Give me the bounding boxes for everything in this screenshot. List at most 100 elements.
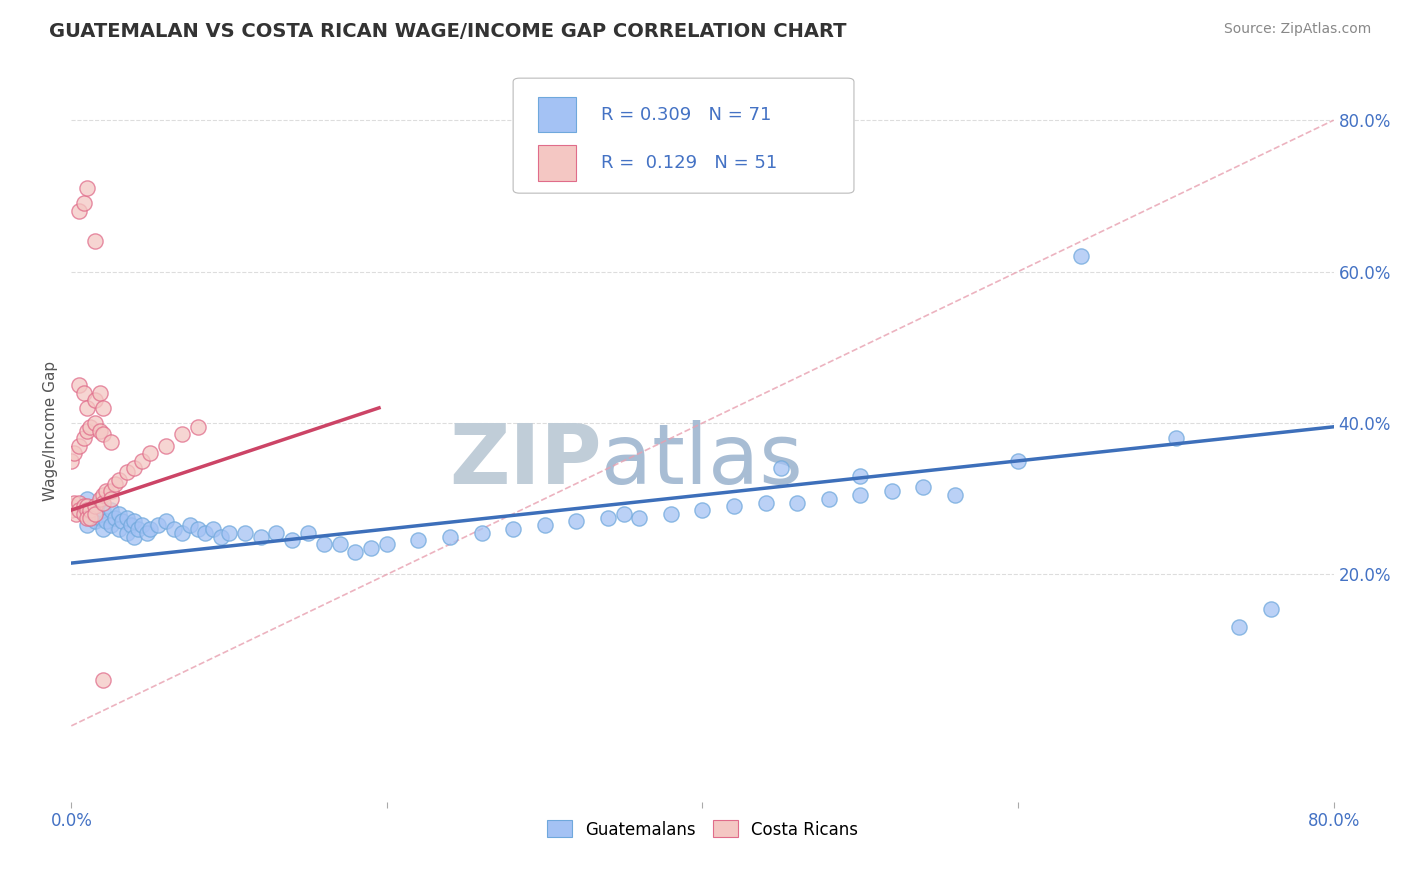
Point (194, 525, 217, 540)
Point (84, 416, 107, 430)
Point (84, 500, 107, 514)
Point (1260, 601, 1282, 615)
Point (329, 537, 352, 551)
Point (84, 235, 107, 249)
Point (67, 503, 90, 517)
Point (84, 500, 107, 514)
Text: GUATEMALAN VS COSTA RICAN WAGE/INCOME GAP CORRELATION CHART: GUATEMALAN VS COSTA RICAN WAGE/INCOME GA… (49, 22, 846, 41)
Point (723, 500, 745, 514)
Point (817, 491, 839, 506)
Point (266, 525, 288, 540)
Point (60, 500, 83, 514)
Point (659, 507, 682, 521)
Point (136, 525, 159, 540)
Bar (538, 145, 576, 180)
Point (76, 500, 98, 514)
Point (111, 515, 134, 529)
Point (100, 503, 122, 517)
Point (76, 181, 98, 195)
Y-axis label: Wage/Income Gap: Wage/Income Gap (44, 360, 58, 500)
Point (124, 530, 146, 544)
Point (107, 507, 129, 521)
Point (533, 518, 555, 533)
Point (104, 476, 127, 491)
Point (170, 427, 193, 442)
Point (84, 393, 107, 408)
Point (1070, 250, 1092, 264)
Text: R =  0.129   N = 51: R = 0.129 N = 51 (602, 153, 778, 172)
FancyBboxPatch shape (513, 78, 853, 194)
Point (60, 503, 83, 517)
Point (439, 530, 461, 544)
Point (187, 522, 209, 536)
Point (209, 530, 232, 544)
Point (73, 507, 96, 521)
Point (628, 510, 651, 524)
Point (76, 491, 98, 506)
Point (1164, 431, 1187, 445)
Point (107, 473, 129, 487)
Point (297, 525, 319, 540)
Point (880, 484, 903, 499)
Point (107, 522, 129, 536)
Point (120, 518, 142, 533)
Point (89, 385, 111, 400)
Point (163, 522, 186, 536)
Point (104, 510, 127, 524)
Point (100, 491, 122, 506)
Point (124, 461, 146, 475)
Point (344, 545, 367, 559)
Point (115, 510, 138, 524)
Point (91, 488, 114, 502)
Point (79, 503, 101, 517)
Point (60, 454, 83, 468)
Text: ZIP: ZIP (449, 420, 602, 500)
Text: Source: ZipAtlas.com: Source: ZipAtlas.com (1223, 22, 1371, 37)
Point (281, 533, 304, 548)
Point (170, 525, 193, 540)
Point (115, 525, 138, 540)
Point (79, 510, 101, 524)
Point (100, 518, 122, 533)
Point (76, 510, 98, 524)
Point (84, 515, 107, 529)
Point (79, 419, 101, 434)
Point (408, 533, 430, 548)
Point (76, 503, 98, 517)
Bar (538, 96, 576, 132)
Point (375, 537, 398, 551)
Point (155, 515, 177, 529)
Point (89, 424, 111, 438)
Point (63, 446, 86, 460)
Point (146, 518, 169, 533)
Point (91, 401, 114, 415)
Point (100, 434, 122, 449)
Point (73, 500, 96, 514)
Point (218, 525, 240, 540)
Point (202, 522, 225, 536)
Point (849, 488, 872, 502)
Text: R = 0.309   N = 71: R = 0.309 N = 71 (602, 105, 772, 123)
Point (179, 518, 201, 533)
Point (596, 510, 619, 524)
Point (73, 431, 96, 445)
Point (187, 419, 209, 434)
Point (786, 495, 808, 509)
Point (471, 525, 494, 540)
Point (73, 385, 96, 400)
Point (67, 495, 90, 509)
Text: atlas: atlas (602, 420, 803, 500)
Point (943, 488, 966, 502)
Point (139, 446, 162, 460)
Point (1227, 620, 1250, 634)
Point (849, 469, 872, 483)
Point (770, 461, 793, 475)
Point (91, 495, 114, 509)
Point (124, 515, 146, 529)
Point (89, 510, 111, 524)
Point (233, 525, 256, 540)
Point (692, 503, 714, 517)
Point (63, 495, 86, 509)
Point (67, 204, 90, 219)
Point (79, 507, 101, 521)
